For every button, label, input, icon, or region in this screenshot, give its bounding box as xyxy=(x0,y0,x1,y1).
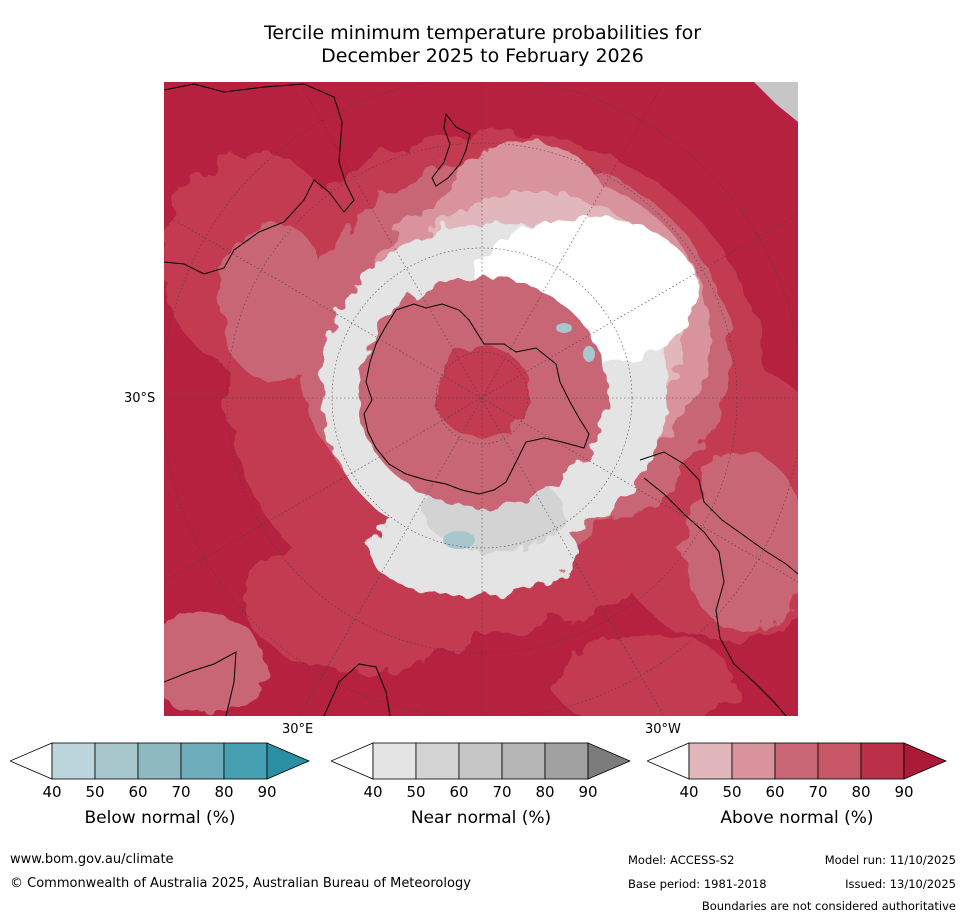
footer-model: Model: ACCESS-S2 xyxy=(628,853,735,867)
colorbar-near-tick: 40 xyxy=(363,783,383,801)
lon-label-30w: 30°W xyxy=(645,722,681,737)
colorbar-near-svg xyxy=(331,742,631,780)
colorbar-below-tick: 90 xyxy=(257,783,277,801)
colorbar-near-tick: 90 xyxy=(578,783,598,801)
colorbar-near-tick: 70 xyxy=(492,783,512,801)
colorbar-near-tick: 50 xyxy=(406,783,426,801)
colorbar-below-segment xyxy=(51,742,96,780)
colorbar-near-label: Near normal (%) xyxy=(410,808,552,828)
title-line-2: December 2025 to February 2026 xyxy=(321,45,644,67)
south-america-coastline xyxy=(639,451,798,716)
colorbar-above-segment xyxy=(860,742,905,780)
colorbar-near-tick: 80 xyxy=(535,783,555,801)
colorbar-below-segment xyxy=(180,742,225,780)
title-line-1: Tercile minimum temperature probabilitie… xyxy=(263,22,702,44)
lon-label-30e: 30°E xyxy=(282,722,314,737)
below-normal-patch-1 xyxy=(443,531,475,549)
antarctica-coastline xyxy=(363,303,590,495)
colorbar-below-segment xyxy=(223,742,268,780)
colorbar-near-normal xyxy=(331,742,631,780)
colorbar-above-svg xyxy=(647,742,947,780)
colorbar-below-tick: 80 xyxy=(214,783,234,801)
colorbar-above-low-extend xyxy=(647,742,690,780)
colorbar-near-segment xyxy=(458,742,503,780)
graticule xyxy=(164,82,798,716)
footer-disclaimer: Boundaries are not considered authoritat… xyxy=(701,899,956,913)
near-normal-corner xyxy=(754,82,798,122)
new-zealand-coastline xyxy=(431,112,471,187)
colorbar-above-tick: 80 xyxy=(851,783,871,801)
footer-issued: Issued: 13/10/2025 xyxy=(845,877,956,891)
colorbar-above-tick: 50 xyxy=(722,783,742,801)
footer-base-period: Base period: 1981-2018 xyxy=(628,877,767,891)
colorbar-below-tick: 70 xyxy=(171,783,191,801)
map-title: Tercile minimum temperature probabilitie… xyxy=(0,22,965,68)
colorbar-below-segment xyxy=(137,742,182,780)
colorbar-near-segment xyxy=(372,742,417,780)
colorbar-above-high-extend xyxy=(903,742,947,780)
colorbar-near-low-extend xyxy=(331,742,374,780)
colorbar-above-segment xyxy=(817,742,862,780)
colorbar-below-tick: 40 xyxy=(42,783,62,801)
colorbar-below-high-extend xyxy=(266,742,310,780)
colorbar-above-normal xyxy=(647,742,947,780)
below-normal-patch-3 xyxy=(583,346,595,362)
africa-coastline xyxy=(164,651,391,716)
colorbar-near-high-extend xyxy=(587,742,631,780)
colorbar-below-label: Below normal (%) xyxy=(84,808,236,828)
colorbar-near-segment xyxy=(415,742,460,780)
below-normal-patch-2 xyxy=(556,323,572,333)
australia-coastline xyxy=(164,83,355,275)
colorbar-below-svg xyxy=(10,742,310,780)
colorbar-below-tick: 50 xyxy=(85,783,105,801)
footer-model-run: Model run: 11/10/2025 xyxy=(824,853,956,867)
colorbar-below-segment xyxy=(94,742,139,780)
colorbar-near-segment xyxy=(544,742,589,780)
lat-label-30s: 30°S xyxy=(124,391,156,406)
map-svg xyxy=(164,82,798,716)
footer-website: www.bom.gov.au/climate xyxy=(10,852,174,867)
colorbar-below-low-extend xyxy=(10,742,53,780)
colorbar-below-normal xyxy=(10,742,310,780)
colorbar-above-tick: 90 xyxy=(894,783,914,801)
colorbar-above-tick: 40 xyxy=(679,783,699,801)
colorbar-above-segment xyxy=(774,742,819,780)
probability-map xyxy=(164,82,798,716)
colorbar-above-label: Above normal (%) xyxy=(720,808,874,828)
colorbar-above-tick: 60 xyxy=(765,783,785,801)
colorbar-below-tick: 60 xyxy=(128,783,148,801)
footer-copyright: © Commonwealth of Australia 2025, Austra… xyxy=(10,876,471,891)
colorbar-above-tick: 70 xyxy=(808,783,828,801)
antarctica-interior xyxy=(357,277,607,507)
colorbar-above-segment xyxy=(688,742,733,780)
colorbar-near-segment xyxy=(501,742,546,780)
colorbar-near-tick: 60 xyxy=(449,783,469,801)
colorbar-above-segment xyxy=(731,742,776,780)
